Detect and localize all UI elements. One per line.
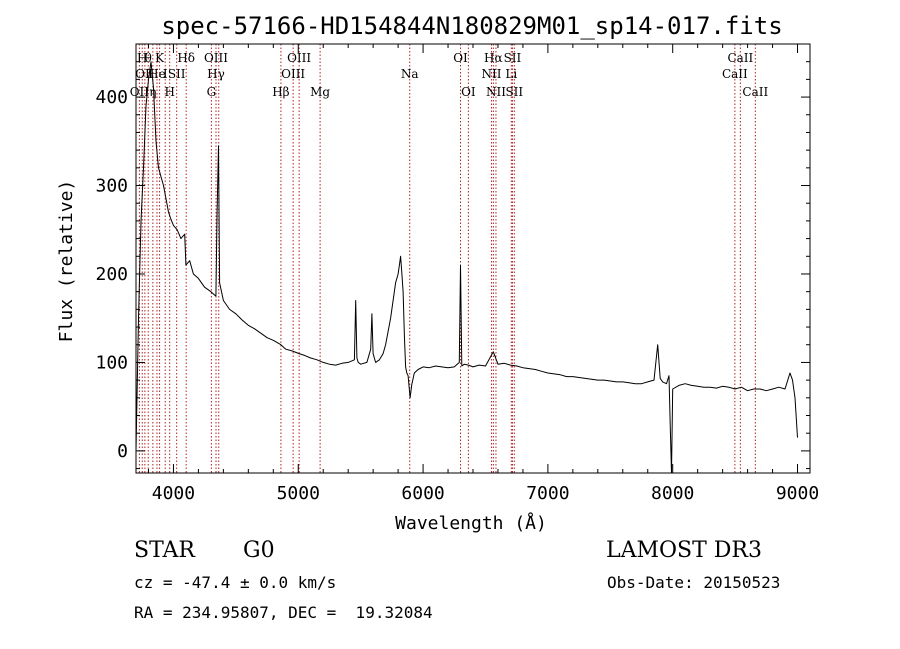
line-label: G: [207, 85, 217, 99]
y-tick-label: 300: [95, 176, 128, 197]
line-label: NII: [486, 85, 506, 99]
line-label: SII: [505, 85, 523, 99]
y-tick-label: 400: [95, 87, 128, 108]
line-label: Mg: [310, 85, 330, 99]
line-label: NII: [481, 67, 501, 81]
line-label: CaII: [727, 51, 753, 65]
x-tick-label: 8000: [651, 483, 694, 504]
survey-name: LAMOST DR3: [606, 538, 762, 563]
x-tick-label: 9000: [776, 483, 819, 504]
line-label: OI: [453, 51, 468, 65]
line-label: Hα: [484, 51, 503, 65]
x-tick-label: 6000: [401, 483, 444, 504]
line-label: SII: [168, 67, 186, 81]
obs-date-text: Obs-Date: 20150523: [607, 573, 781, 592]
object-subclass: G0: [243, 538, 275, 563]
x-tick-label: 4000: [152, 483, 195, 504]
line-label: OIII: [287, 51, 311, 65]
x-tick-label: 5000: [277, 483, 320, 504]
x-axis-label: Wavelength (Å): [395, 512, 547, 534]
line-label: He: [148, 67, 166, 81]
y-tick-label: 200: [95, 264, 128, 285]
object-class: STAR: [134, 538, 195, 563]
y-axis-label: Flux (relative): [56, 180, 77, 343]
line-label: K: [155, 51, 165, 65]
y-tick-label: 0: [117, 441, 128, 462]
x-tick-label: 7000: [526, 483, 569, 504]
line-label: OI: [461, 85, 476, 99]
line-label: OII: [130, 85, 150, 99]
line-label: I: [163, 67, 168, 81]
line-label: CaII: [742, 85, 768, 99]
line-label: η: [149, 85, 156, 99]
line-label: H: [164, 85, 174, 99]
spectrum-line: [135, 61, 798, 474]
line-label: Hβ: [272, 85, 289, 99]
line-label: Hδ: [177, 51, 195, 65]
y-tick-label: 100: [95, 352, 128, 373]
coordinates-text: RA = 234.95807, DEC = 19.32084: [134, 603, 433, 622]
line-label: SII: [504, 51, 522, 65]
line-label: OII: [135, 67, 155, 81]
line-label: OIII: [281, 67, 305, 81]
redshift-text: cz = -47.4 ± 0.0 km/s: [134, 573, 337, 592]
line-label: Li: [505, 67, 517, 81]
line-label: Na: [401, 67, 419, 81]
chart-title: spec-57166-HD154844N180829M01_sp14-017.f…: [161, 12, 782, 40]
line-label: Hγ: [207, 67, 225, 81]
line-label: θ: [145, 51, 152, 65]
line-label: OIII: [204, 51, 228, 65]
line-label: H: [137, 51, 147, 65]
line-label: CaII: [722, 67, 748, 81]
plot-frame: [135, 43, 811, 474]
